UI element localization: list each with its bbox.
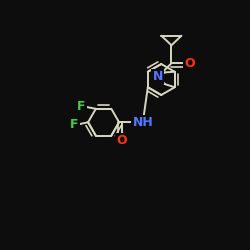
Text: F: F xyxy=(70,118,78,131)
Text: NH: NH xyxy=(132,116,153,129)
Text: O: O xyxy=(184,57,195,70)
Text: O: O xyxy=(116,134,127,147)
Text: F: F xyxy=(77,100,86,113)
Text: N: N xyxy=(152,70,163,84)
